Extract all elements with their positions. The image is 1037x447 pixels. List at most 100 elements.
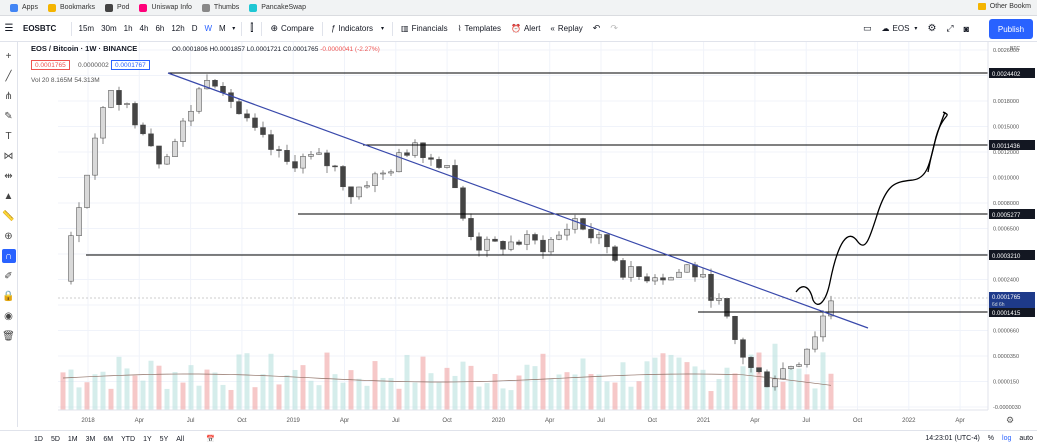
candle-body xyxy=(76,207,82,236)
expand-icon[interactable]: ⤢ xyxy=(946,23,954,33)
layout-selector[interactable]: ☁ EOS ▾ xyxy=(881,24,918,33)
lock-icon[interactable]: 🔒 xyxy=(2,290,15,302)
candle-body xyxy=(300,156,306,169)
bid-box[interactable]: 0.0001765 xyxy=(31,60,70,70)
auto-toggle[interactable]: auto xyxy=(1019,435,1033,442)
candle-body xyxy=(812,336,818,350)
candle-body xyxy=(308,154,314,157)
templates-button[interactable]: ⌇ Templates xyxy=(457,24,501,33)
interval-1h[interactable]: 1h xyxy=(123,24,133,33)
date-range-icon[interactable]: 📅 xyxy=(206,436,215,443)
bookmark-pancakeswap[interactable]: PancakeSwap xyxy=(249,3,306,12)
bookmark-bookmarks[interactable]: Bookmarks xyxy=(47,3,95,12)
range-5y[interactable]: 5Y xyxy=(159,435,169,443)
volume-bar xyxy=(300,365,306,410)
financials-button[interactable]: ▥ Financials xyxy=(401,24,448,33)
pattern-icon[interactable]: ⋈ xyxy=(3,150,14,162)
volume-bar xyxy=(460,361,466,410)
undo-icon[interactable]: ↶ xyxy=(592,23,601,33)
bottom-bar: 1D 5D 1M 3M 6M YTD 1Y 5Y All 📅 14:23:01 (UTC-4) … xyxy=(0,430,1037,447)
replay-icon: « xyxy=(550,24,555,33)
interval-6h[interactable]: 6h xyxy=(155,24,165,33)
candle-body xyxy=(148,133,154,147)
candle-body xyxy=(236,101,242,115)
range-all[interactable]: All xyxy=(176,435,185,443)
volume-bar xyxy=(556,374,562,410)
warning-icon[interactable]: ▲ xyxy=(3,190,14,202)
lock-drawing-icon[interactable]: ✐ xyxy=(4,270,13,282)
volume-bar xyxy=(468,365,474,410)
candle-body xyxy=(388,171,394,174)
trash-icon[interactable]: 🗑 xyxy=(2,330,15,342)
settings-gear-icon[interactable]: ⚙ xyxy=(927,23,937,34)
zoom-in-icon[interactable]: ⊕ xyxy=(4,230,13,242)
range-5d[interactable]: 5D xyxy=(50,435,60,443)
menu-icon[interactable]: ☰ xyxy=(4,23,14,34)
time-tick-label: Apr xyxy=(135,418,144,424)
volume-bar xyxy=(628,386,634,410)
interval-4h[interactable]: 4h xyxy=(139,24,149,33)
candle-body xyxy=(100,107,106,139)
price-change: -0.0000041 (-2.27%) xyxy=(320,46,380,53)
text-icon[interactable]: T xyxy=(5,130,12,142)
range-3m[interactable]: 3M xyxy=(85,435,96,443)
interval-30m[interactable]: 30m xyxy=(101,24,117,33)
range-6m[interactable]: 6M xyxy=(103,435,114,443)
range-ytd[interactable]: YTD xyxy=(121,435,136,443)
candle-body xyxy=(404,152,410,156)
replay-button[interactable]: «Replay xyxy=(550,24,583,33)
pitchfork-icon[interactable]: ⋔ xyxy=(4,90,13,102)
crosshair-icon[interactable]: + xyxy=(5,50,12,62)
candle-body xyxy=(476,236,482,251)
volume-bar xyxy=(588,373,594,410)
clock-time[interactable]: 14:23:01 (UTC-4) xyxy=(925,435,980,442)
volume-bar xyxy=(548,379,554,410)
interval-W[interactable]: W xyxy=(204,24,213,33)
bookmark-apps[interactable]: Apps xyxy=(10,3,38,12)
publish-button[interactable]: Publish xyxy=(989,19,1033,39)
candle-body xyxy=(316,152,322,155)
other-bookmarks[interactable]: Other Bookm xyxy=(977,3,1031,10)
symbol-search[interactable]: EOSBTC xyxy=(23,24,57,33)
interval-M[interactable]: M xyxy=(219,24,226,33)
indicators-button[interactable]: ƒ Indicators ▾ xyxy=(330,24,385,33)
interval-15m[interactable]: 15m xyxy=(78,24,95,33)
projection-curve xyxy=(795,111,948,305)
price-chart[interactable]: 0.0024402 0.0011436 0.0005277 0.0003210 0.00… xyxy=(18,42,1037,430)
brush-icon[interactable]: ✎ xyxy=(4,110,13,122)
bookmark-thumbs[interactable]: Thumbs xyxy=(201,3,239,12)
ruler-icon[interactable]: 📏 xyxy=(2,210,15,222)
candle-body xyxy=(196,88,202,112)
volume-bar xyxy=(100,371,106,410)
interval-12h[interactable]: 12h xyxy=(171,24,185,33)
candle-body xyxy=(748,357,754,368)
percent-toggle[interactable]: % xyxy=(987,435,995,442)
alert-button[interactable]: ⏰ Alert xyxy=(511,24,541,33)
volume-bar xyxy=(76,387,82,410)
magnet-icon[interactable]: ∩ xyxy=(1,249,16,263)
log-toggle[interactable]: log xyxy=(1002,435,1012,442)
candle-body xyxy=(204,80,210,90)
candle-body xyxy=(268,134,274,150)
compare-button[interactable]: ⊕ Compare xyxy=(270,23,314,33)
trend-line-icon[interactable]: ╱ xyxy=(5,70,12,82)
redo-icon[interactable]: ↷ xyxy=(610,23,618,33)
bookmark-pod[interactable]: Pod xyxy=(104,3,129,12)
interval-dropdown-icon[interactable]: ▾ xyxy=(232,26,236,32)
volume-bar xyxy=(820,352,826,410)
forecast-icon[interactable]: ⇹ xyxy=(4,170,13,182)
camera-icon[interactable]: ◙ xyxy=(963,23,970,34)
ask-box[interactable]: 0.0001767 xyxy=(111,60,150,70)
range-1m[interactable]: 1M xyxy=(67,435,78,443)
volume-bar xyxy=(212,372,218,410)
level-price-tag xyxy=(989,250,1035,260)
bar-style-icon[interactable]: ⫿ xyxy=(250,23,254,34)
bookmark-uniswap-info[interactable]: Uniswap Info xyxy=(139,3,192,12)
price-tick-label: 0.0026000 xyxy=(993,48,1019,54)
chevron-down-icon: ▾ xyxy=(381,26,385,32)
eye-icon[interactable]: ◉ xyxy=(4,310,13,322)
range-1y[interactable]: 1Y xyxy=(143,435,152,443)
range-1d[interactable]: 1D xyxy=(34,435,43,443)
interval-D[interactable]: D xyxy=(191,24,198,33)
fullscreen-layout-icon[interactable]: ▭ xyxy=(863,23,872,33)
